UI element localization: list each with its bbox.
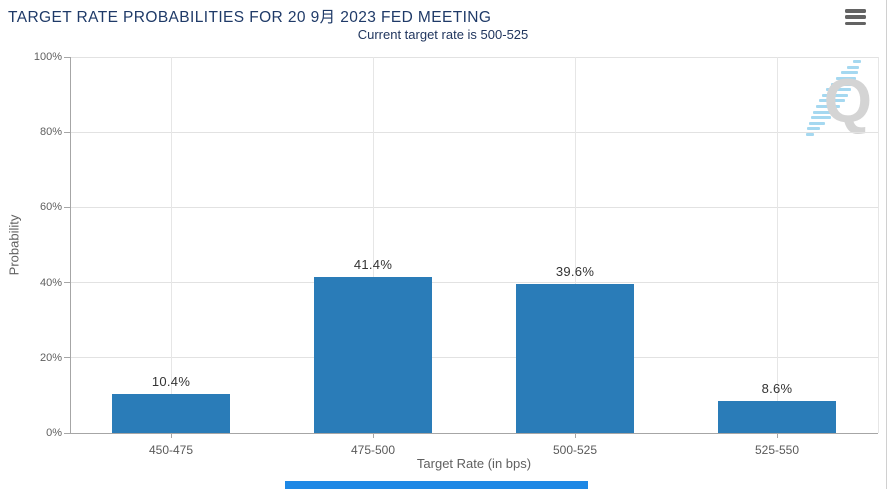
y-axis-title: Probability [6, 214, 22, 276]
x-category-label: 475-500 [350, 443, 396, 457]
bar-value-label: 8.6% [761, 380, 793, 396]
x-axis-tick [170, 433, 172, 438]
hamburger-bar [845, 21, 866, 25]
chart-subtitle: Current target rate is 500-525 [357, 27, 529, 42]
logo-watermark: Q [786, 55, 876, 140]
x-gridline [170, 57, 172, 433]
probability-bar[interactable] [314, 277, 432, 433]
y-axis-tick [64, 206, 70, 208]
bar-value-label: 41.4% [353, 257, 393, 273]
x-gridline [776, 57, 778, 433]
x-gridline [574, 57, 576, 433]
hamburger-bar [845, 15, 866, 19]
logo-stripe [852, 60, 861, 64]
bottom-scrollbar-thumb[interactable] [285, 481, 588, 489]
y-axis-tick [64, 56, 70, 58]
y-axis-tick [64, 357, 70, 359]
bar-value-label: 10.4% [151, 373, 191, 389]
x-axis-title: Target Rate (in bps) [416, 456, 532, 471]
x-axis-tick [574, 433, 576, 438]
y-tick-label: 40% [39, 276, 62, 289]
logo-stripe [806, 133, 814, 136]
x-category-label: 450-475 [148, 443, 194, 457]
y-tick-label: 80% [39, 126, 62, 139]
y-gridline [70, 357, 878, 359]
logo-stripe [809, 121, 826, 125]
y-gridline [70, 56, 878, 58]
probability-bar[interactable] [516, 284, 634, 433]
probability-bar[interactable] [718, 400, 836, 433]
x-axis-tick [372, 433, 374, 438]
hamburger-menu-icon[interactable] [845, 9, 866, 25]
x-axis-line [70, 433, 878, 434]
x-axis-tick [776, 433, 778, 438]
x-category-label: 500-525 [552, 443, 598, 457]
logo-stripe [807, 127, 820, 131]
y-tick-label: 100% [33, 51, 62, 63]
logo-stripe [818, 99, 845, 103]
logo-stripe [841, 71, 858, 75]
hamburger-bar [845, 9, 866, 13]
y-axis-tick [64, 432, 70, 434]
logo-stripe [836, 77, 856, 80]
y-axis-tick [64, 282, 70, 284]
bar-value-label: 39.6% [555, 264, 595, 280]
probability-bar[interactable] [112, 393, 230, 433]
y-gridline [70, 206, 878, 208]
logo-stripe [830, 82, 854, 86]
x-gridline [372, 57, 374, 433]
logo-stripe [847, 65, 860, 69]
y-tick-label: 0% [46, 427, 62, 439]
y-axis-tick [64, 131, 70, 133]
logo-stripe [812, 110, 836, 114]
y-gridline [70, 282, 878, 284]
logo-stripe [810, 116, 831, 120]
logo-stripe [826, 88, 852, 92]
chart-title: TARGET RATE PROBABILITIES FOR 20 9月 2023… [8, 9, 492, 26]
q-logo-letter: Q [823, 67, 872, 136]
plot-right-edge-gridline [877, 57, 879, 433]
y-tick-label: 60% [39, 201, 62, 214]
x-category-label: 525-550 [754, 443, 800, 457]
logo-stripe [815, 105, 841, 108]
y-axis-line [70, 57, 71, 434]
y-tick-label: 20% [39, 351, 62, 364]
logo-stripe [822, 93, 849, 97]
y-gridline [70, 131, 878, 133]
